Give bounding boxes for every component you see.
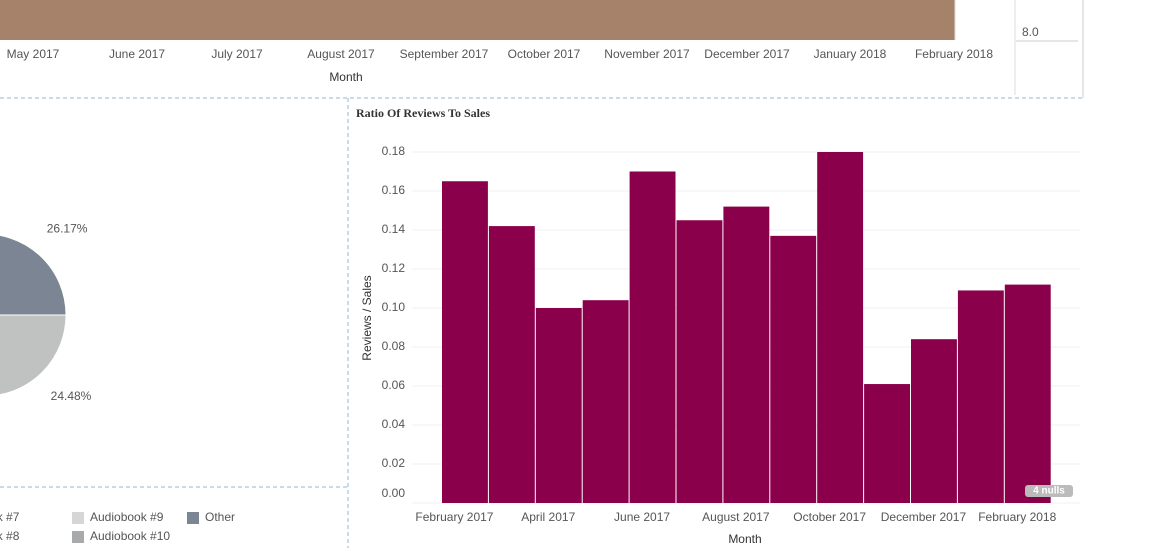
bar xyxy=(1004,284,1051,503)
null-note: 4 nulls xyxy=(1033,486,1065,497)
bar xyxy=(535,308,582,503)
bar xyxy=(723,206,770,503)
bar xyxy=(582,300,629,503)
bar xyxy=(770,235,817,503)
legend-label: Other xyxy=(205,510,235,524)
legend-swatch xyxy=(187,512,199,524)
y-tick-label: 0.16 xyxy=(382,183,406,197)
x-tick-label: February 2018 xyxy=(978,510,1056,524)
bar xyxy=(629,171,676,503)
pie-slice xyxy=(0,234,67,316)
bar xyxy=(442,181,488,503)
bar xyxy=(488,226,535,503)
x-tick-label: July 2017 xyxy=(211,47,263,61)
y-tick-label: 0.10 xyxy=(382,300,406,314)
x-axis-title: Month xyxy=(329,70,362,84)
legend-label: Audiobook #7 xyxy=(0,510,20,524)
y-tick-label: 0.04 xyxy=(382,417,406,431)
x-tick-label: August 2017 xyxy=(307,47,375,61)
bar xyxy=(864,384,910,503)
y-tick-label: 0.08 xyxy=(382,339,406,353)
area-fill xyxy=(0,0,955,40)
y-tick-label: 0.06 xyxy=(382,378,406,392)
legend-label: Audiobook #10 xyxy=(90,529,170,543)
null-badge xyxy=(1025,485,1073,497)
x-tick-label: August 2017 xyxy=(702,510,770,524)
y-tick-label: 0.12 xyxy=(382,261,406,275)
pie-label: 26.17% xyxy=(47,222,88,236)
x-tick-label: June 2017 xyxy=(109,47,165,61)
x-axis-title: Month xyxy=(728,532,761,546)
y-tick-label: 0.02 xyxy=(382,456,406,470)
y-tick-label: 0.14 xyxy=(382,222,406,236)
x-tick-label: May 2017 xyxy=(7,47,60,61)
x-tick-label: December 2017 xyxy=(881,510,967,524)
y-tick-label: 0.00 xyxy=(382,486,406,500)
side-tick: 8.0 xyxy=(1022,25,1039,39)
legend-swatch xyxy=(72,512,84,524)
x-tick-label: November 2017 xyxy=(604,47,690,61)
bar xyxy=(817,152,864,503)
y-axis-title: Reviews / Sales xyxy=(360,275,374,360)
x-tick-label: February 2018 xyxy=(915,47,993,61)
pie-slice xyxy=(0,314,67,396)
legend-swatch xyxy=(72,531,84,543)
x-tick-label: October 2017 xyxy=(508,47,581,61)
x-tick-label: April 2017 xyxy=(521,510,575,524)
x-tick-label: December 2017 xyxy=(704,47,790,61)
bar xyxy=(676,220,723,503)
x-tick-label: June 2017 xyxy=(614,510,670,524)
x-tick-label: October 2017 xyxy=(793,510,866,524)
bar xyxy=(957,290,1004,503)
legend-label: Audiobook #9 xyxy=(90,510,164,524)
x-tick-label: September 2017 xyxy=(400,47,489,61)
x-tick-label: January 2018 xyxy=(814,47,887,61)
chart-title: Ratio Of Reviews To Sales xyxy=(356,106,490,120)
y-tick-label: 0.18 xyxy=(382,144,406,158)
pie-label: 24.48% xyxy=(51,389,92,403)
legend-label: Audiobook #8 xyxy=(0,529,20,543)
x-tick-label: February 2017 xyxy=(415,510,493,524)
bar xyxy=(911,339,957,503)
